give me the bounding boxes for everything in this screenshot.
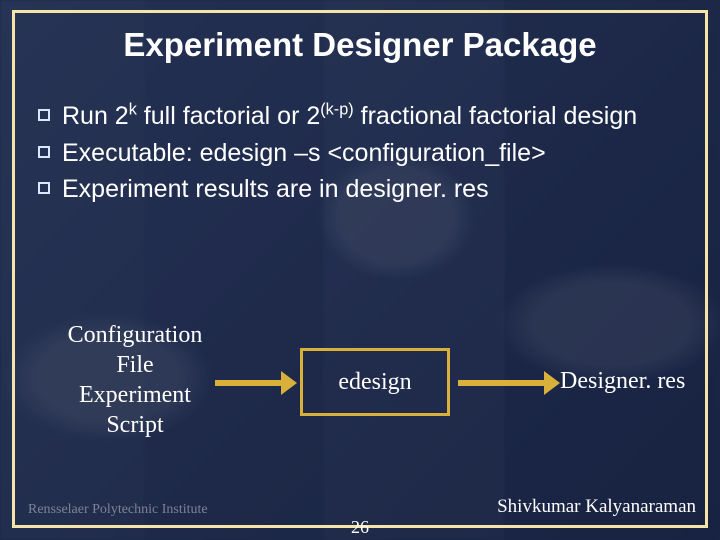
bullet-frag: full factorial or 2 <box>137 102 320 130</box>
diagram-input-line: Configuration <box>68 322 203 348</box>
bullet-marker-icon <box>38 146 50 158</box>
bullet-frag: fractional factorial design <box>354 102 637 130</box>
bullet-marker-icon <box>38 182 50 194</box>
footer-institution: Rensselaer Polytechnic Institute <box>28 502 208 518</box>
arrow-icon <box>215 380 283 386</box>
diagram-process-label: edesign <box>338 369 411 396</box>
bullet-item: Executable: edesign –s <configuration_fi… <box>38 137 688 170</box>
bullet-text: Experiment results are in designer. res <box>62 173 489 206</box>
footer-author: Shivkumar Kalyanaraman <box>497 496 696 518</box>
diagram-process-box: edesign <box>300 348 450 416</box>
bullet-item: Experiment results are in designer. res <box>38 173 688 206</box>
bullet-sup: k <box>129 101 137 119</box>
diagram-input-label: Configuration File Experiment Script <box>50 320 220 440</box>
bullet-item: Run 2k full factorial or 2(k-p) fraction… <box>38 100 688 133</box>
flow-diagram: Configuration File Experiment Script ede… <box>50 310 670 450</box>
slide-frame <box>12 10 708 528</box>
bullet-frag: Run 2 <box>62 102 129 130</box>
diagram-output-label: Designer. res <box>560 368 685 395</box>
diagram-input-line: File <box>116 352 153 378</box>
arrow-icon <box>458 380 546 386</box>
diagram-input-line: Script <box>106 412 163 438</box>
bullet-text: Run 2k full factorial or 2(k-p) fraction… <box>62 100 637 133</box>
diagram-input-line: Experiment <box>79 382 191 408</box>
bullet-sup: (k-p) <box>320 101 353 119</box>
bullet-list: Run 2k full factorial or 2(k-p) fraction… <box>38 100 688 210</box>
page-number: 26 <box>351 517 369 538</box>
bullet-marker-icon <box>38 109 50 121</box>
slide: Experiment Designer Package Run 2k full … <box>0 0 720 540</box>
slide-title: Experiment Designer Package <box>0 26 720 64</box>
bullet-text: Executable: edesign –s <configuration_fi… <box>62 137 546 170</box>
